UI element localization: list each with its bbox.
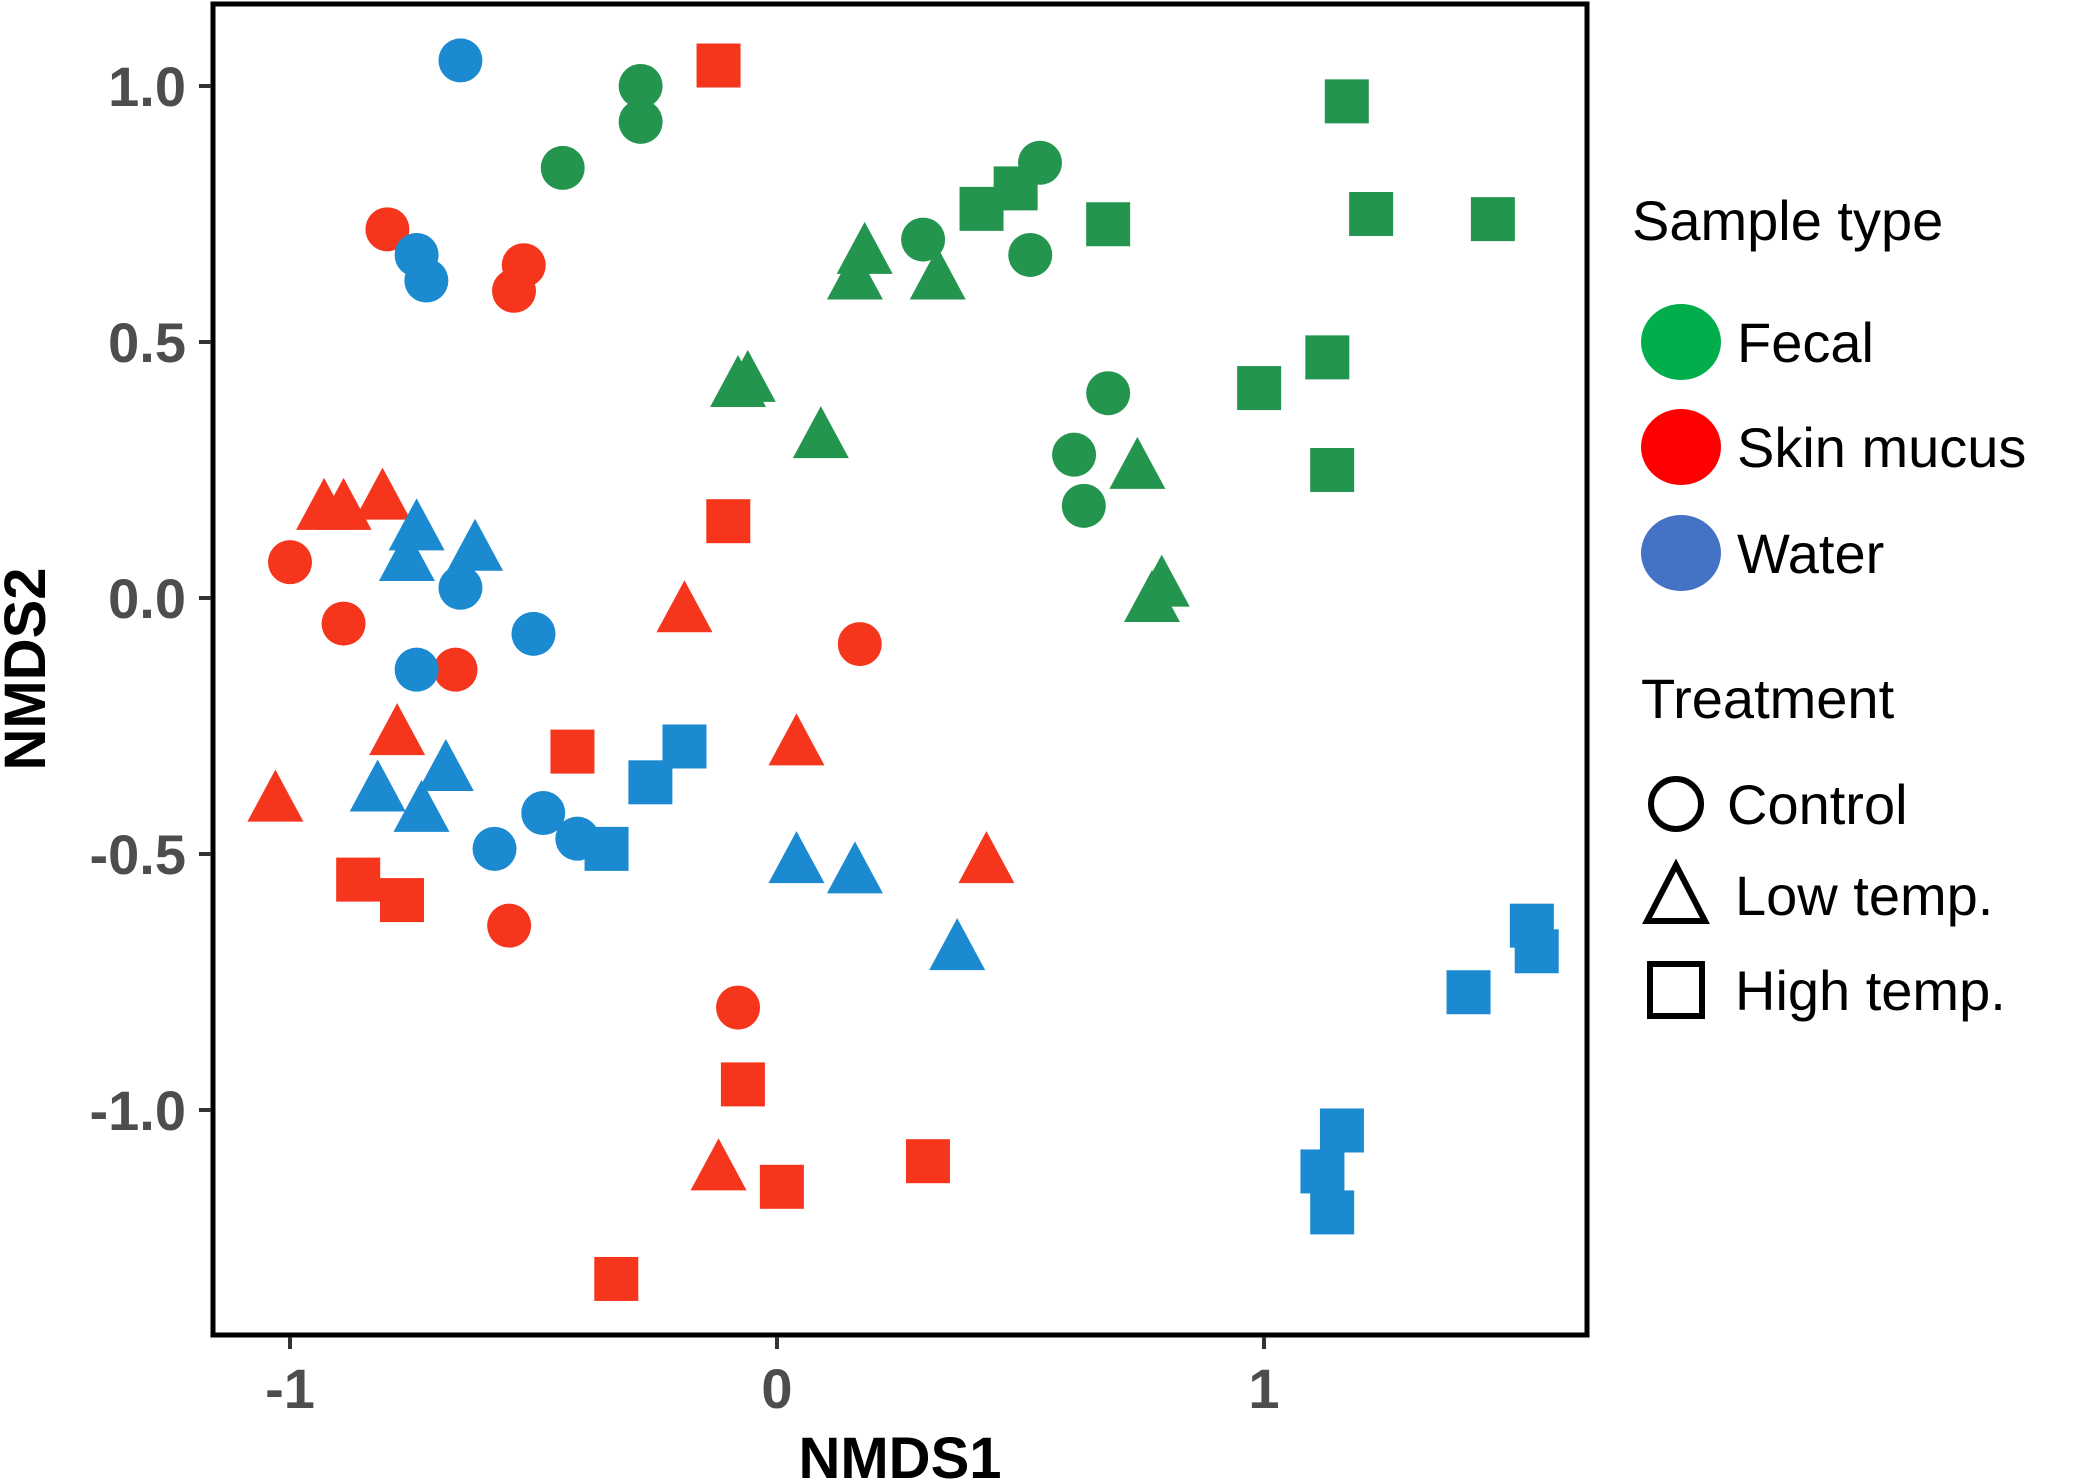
y-tick-label: 1.0 (108, 55, 186, 118)
point-fecal-control (1008, 232, 1053, 277)
point-water-control (438, 38, 483, 83)
point-water-high (1319, 1108, 1364, 1153)
point-skin-low (958, 831, 1015, 884)
y-axis-title: NMDS2 (0, 567, 58, 770)
point-water-low (826, 841, 883, 894)
point-skin-high (759, 1164, 804, 1209)
point-fecal-control (540, 145, 585, 190)
point-fecal-low (719, 349, 776, 402)
point-water-control (521, 791, 566, 836)
point-water-control (394, 647, 439, 692)
point-fecal-high (1310, 448, 1355, 492)
point-water-high (1514, 929, 1559, 974)
point-water-low (447, 518, 504, 571)
point-skin-high (336, 857, 381, 902)
x-tick-label: 0 (761, 1357, 792, 1420)
point-skin-control (716, 985, 761, 1030)
point-water-low (393, 779, 450, 832)
point-fecal-low (792, 406, 849, 459)
point-skin-control (837, 622, 882, 667)
point-water-low (349, 759, 406, 812)
point-water-control (511, 611, 556, 656)
point-fecal-high (1086, 202, 1131, 247)
point-water-high (1310, 1190, 1355, 1235)
point-skin-high (380, 878, 425, 923)
point-skin-high (706, 499, 751, 544)
data-points (247, 38, 1559, 1301)
point-skin-high (720, 1062, 765, 1107)
point-skin-control (487, 903, 532, 948)
legend-sample-type-title: Sample type (1632, 189, 1943, 252)
point-fecal-high (1470, 197, 1515, 242)
legend-shape-high (1647, 961, 1705, 1019)
legend-swatch-water (1641, 515, 1721, 591)
point-water-low (417, 738, 474, 791)
legend-label-control: Control (1727, 773, 1908, 836)
y-tick-label: -0.5 (90, 823, 187, 886)
point-skin-control (433, 647, 478, 692)
point-fecal-high (1305, 335, 1350, 380)
legend-shape-control (1648, 776, 1704, 832)
legend-label-skin: Skin mucus (1737, 416, 2026, 479)
point-fecal-high (1349, 192, 1394, 236)
point-water-control (404, 258, 449, 303)
point-water-high (1300, 1149, 1345, 1194)
point-skin-low (354, 467, 411, 520)
point-skin-control (321, 601, 366, 646)
x-tick-label: -1 (265, 1357, 315, 1420)
point-fecal-low (909, 247, 966, 300)
point-fecal-control (618, 99, 663, 144)
point-fecal-control (1086, 371, 1131, 416)
point-water-low (929, 918, 986, 971)
point-fecal-control (1061, 483, 1106, 528)
point-water-control (438, 565, 483, 610)
point-skin-control (268, 540, 312, 585)
point-skin-control (365, 207, 410, 252)
legend-treatment-title: Treatment (1641, 667, 1895, 730)
y-tick-label: -1.0 (90, 1079, 187, 1142)
x-axis: -1 0 1 (265, 1337, 1280, 1420)
point-skin-high (550, 729, 595, 774)
legend-shape-low (1642, 858, 1710, 924)
y-tick-label: 0.5 (108, 311, 186, 374)
legend-label-fecal: Fecal (1737, 311, 1874, 374)
legend-label-water: Water (1737, 522, 1884, 585)
point-skin-high (696, 43, 741, 88)
point-fecal-control (618, 64, 663, 108)
point-water-high (584, 826, 629, 871)
legend-label-high: High temp. (1735, 959, 2006, 1022)
x-axis-title: NMDS1 (798, 1426, 1001, 1484)
point-skin-low (768, 713, 825, 766)
point-water-low (768, 831, 825, 884)
point-fecal-high (993, 166, 1038, 211)
y-tick-label: 0.0 (108, 567, 186, 630)
point-water-high (1446, 970, 1491, 1015)
point-skin-high (905, 1139, 950, 1184)
point-skin-high (594, 1256, 639, 1301)
x-tick-label: 1 (1248, 1357, 1279, 1420)
point-skin-low (690, 1138, 747, 1191)
point-skin-control (492, 268, 537, 313)
point-fecal-control (901, 217, 946, 262)
y-axis: 1.0 0.5 0.0 -0.5 -1.0 (90, 55, 211, 1142)
legend-swatch-fecal (1641, 304, 1721, 380)
point-fecal-low (1123, 570, 1180, 622)
point-skin-low (656, 580, 713, 633)
point-water-high (662, 724, 707, 769)
point-fecal-control (1052, 432, 1097, 477)
point-fecal-low (1109, 436, 1166, 489)
legend: Sample type Treatment Fecal Skin mucus Wat… (1632, 189, 2026, 1022)
legend-label-low: Low temp. (1735, 864, 1993, 927)
legend-swatch-skin (1641, 409, 1721, 485)
point-skin-low (247, 769, 304, 822)
point-fecal-high (1237, 366, 1282, 411)
point-fecal-high (1324, 79, 1369, 124)
point-water-control (472, 826, 517, 871)
point-skin-low (369, 703, 426, 756)
point-fecal-low (826, 247, 883, 300)
point-water-low (378, 529, 435, 582)
